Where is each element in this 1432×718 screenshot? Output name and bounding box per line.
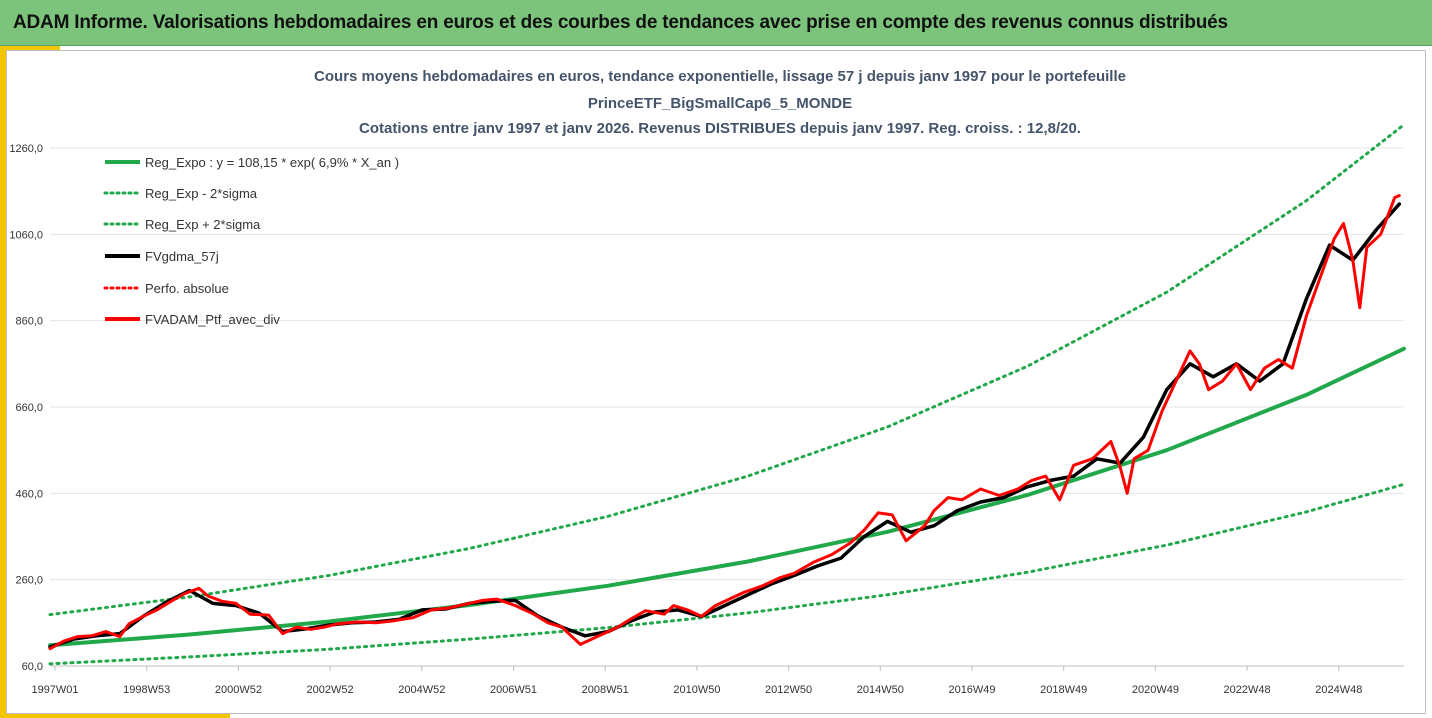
series-line-reg-expo-0 [48,346,1406,648]
x-tick-label: 2006W51 [490,684,537,696]
y-tick-label: 1060,0 [9,229,43,241]
accent-bar-bottom [0,714,230,718]
x-axis-ticks: 1997W01 1998W53 2000W52 2002W52 2004W52 2006W… [31,666,1362,696]
report-title: ADAM Informe. Valorisations hebdomadaire… [13,12,1228,33]
y-tick-label: 60,0 [22,661,43,673]
legend-item-reg-exp-plus: Reg_Exp + 2*sigma [103,217,261,232]
series-line-reg-exp-2 [48,123,1406,617]
series-line-fvadam-ptf-avec-div-5 [48,194,1401,651]
x-tick-label: 2004W52 [398,684,445,696]
x-tick-label: 2002W52 [307,684,354,696]
y-tick-label: 1260,0 [9,143,43,155]
legend-item-reg-exp-minus: Reg_Exp - 2*sigma [103,186,258,201]
x-tick-label: 2012W50 [765,684,812,696]
y-tick-label: 260,0 [15,575,43,587]
legend-item-fvgdma: FVgdma_57j [105,249,219,264]
x-tick-label: 1998W53 [123,684,170,696]
legend-label-reg-exp-plus: Reg_Exp + 2*sigma [145,217,261,232]
chart-frame [6,50,1426,714]
y-tick-label: 660,0 [15,402,43,414]
series-group [48,123,1406,666]
x-tick-label: 2000W52 [215,684,262,696]
x-tick-label: 2014W50 [857,684,904,696]
chart-title-line-2: PrinceETF_BigSmallCap6_5_MONDE [588,95,852,112]
legend-item-reg-expo: Reg_Expo : y = 108,15 * exp( 6,9% * X_an… [105,155,399,170]
chart-title-line-1: Cours moyens hebdomadaires en euros, ten… [314,68,1126,85]
x-tick-label: 2008W51 [582,684,629,696]
legend-item-fvadam: FVADAM_Ptf_avec_div [105,312,280,327]
accent-bar-left [0,46,6,718]
x-tick-label: 2024W48 [1315,684,1362,696]
x-tick-label: 1997W01 [31,684,78,696]
y-gridlines [50,147,1404,581]
x-tick-label: 2020W49 [1132,684,1179,696]
report-banner: ADAM Informe. Valorisations hebdomadaire… [0,0,1432,46]
x-tick-label: 2022W48 [1224,684,1271,696]
x-tick-label: 2010W50 [673,684,720,696]
x-tick-label: 2016W49 [948,684,995,696]
legend-item-perfo-absolue: Perfo. absolue [103,281,229,296]
legend: Reg_Expo : y = 108,15 * exp( 6,9% * X_an… [103,155,399,327]
y-tick-label: 460,0 [15,488,43,500]
chart-title-line-3: Cotations entre janv 1997 et janv 2026. … [359,120,1081,137]
legend-label-reg-expo: Reg_Expo : y = 108,15 * exp( 6,9% * X_an… [145,155,399,170]
y-tick-label: 860,0 [15,316,43,328]
series-line-reg-exp-1 [48,482,1406,666]
legend-label-fvgdma: FVgdma_57j [145,249,219,264]
y-axis-ticks: 60,0 260,0 460,0 660,0 860,0 1060,0 1260,0 [9,143,43,673]
legend-label-fvadam: FVADAM_Ptf_avec_div [145,312,280,327]
legend-label-perfo-absolue: Perfo. absolue [145,281,229,296]
accent-bar-top [0,46,60,50]
x-tick-label: 2018W49 [1040,684,1087,696]
legend-label-reg-exp-minus: Reg_Exp - 2*sigma [145,186,258,201]
series-line-fvgdma-57j-3 [48,202,1402,649]
